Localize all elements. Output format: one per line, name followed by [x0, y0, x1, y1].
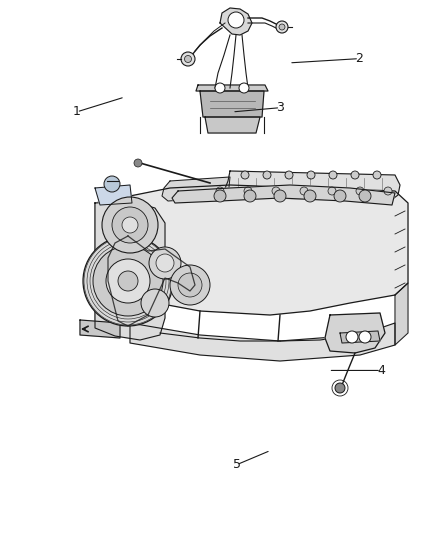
Polygon shape — [95, 201, 165, 340]
Circle shape — [241, 171, 249, 179]
Circle shape — [156, 254, 174, 272]
Circle shape — [178, 273, 202, 297]
Circle shape — [216, 187, 224, 195]
Circle shape — [351, 171, 359, 179]
Circle shape — [102, 197, 158, 253]
Polygon shape — [196, 85, 268, 91]
Polygon shape — [95, 285, 130, 338]
Circle shape — [83, 236, 173, 326]
Circle shape — [276, 21, 288, 33]
Circle shape — [373, 171, 381, 179]
Polygon shape — [162, 177, 230, 201]
Circle shape — [239, 83, 249, 93]
Circle shape — [112, 207, 148, 243]
Circle shape — [359, 190, 371, 202]
Circle shape — [244, 187, 252, 195]
Circle shape — [141, 289, 169, 317]
Circle shape — [335, 383, 345, 393]
Polygon shape — [95, 185, 132, 205]
Circle shape — [184, 55, 191, 62]
Circle shape — [170, 265, 210, 305]
Polygon shape — [205, 117, 260, 133]
Circle shape — [356, 187, 364, 195]
Polygon shape — [80, 320, 120, 338]
Text: 5: 5 — [233, 458, 240, 471]
Text: 2: 2 — [355, 52, 363, 65]
Circle shape — [384, 187, 392, 195]
Circle shape — [274, 190, 286, 202]
Circle shape — [304, 190, 316, 202]
Circle shape — [118, 271, 138, 291]
Polygon shape — [95, 185, 408, 315]
Circle shape — [104, 176, 120, 192]
Circle shape — [346, 331, 358, 343]
Polygon shape — [395, 283, 408, 345]
Circle shape — [334, 190, 346, 202]
Polygon shape — [130, 323, 395, 361]
Circle shape — [134, 159, 142, 167]
Circle shape — [272, 187, 280, 195]
Circle shape — [181, 52, 195, 66]
Circle shape — [106, 259, 150, 303]
Circle shape — [244, 190, 256, 202]
Circle shape — [214, 190, 226, 202]
Text: 1: 1 — [73, 106, 81, 118]
Circle shape — [328, 187, 336, 195]
Circle shape — [359, 331, 371, 343]
Circle shape — [285, 171, 293, 179]
Circle shape — [329, 171, 337, 179]
Circle shape — [149, 247, 181, 279]
Polygon shape — [172, 185, 395, 205]
Circle shape — [279, 24, 285, 30]
Circle shape — [93, 246, 163, 316]
Circle shape — [228, 12, 244, 28]
Polygon shape — [340, 331, 380, 343]
Polygon shape — [220, 8, 252, 35]
Circle shape — [307, 171, 315, 179]
Text: 4: 4 — [377, 364, 385, 377]
Polygon shape — [200, 91, 264, 117]
Circle shape — [263, 171, 271, 179]
Text: 3: 3 — [276, 101, 284, 114]
Circle shape — [122, 217, 138, 233]
Circle shape — [300, 187, 308, 195]
Polygon shape — [325, 313, 385, 353]
Circle shape — [215, 83, 225, 93]
Polygon shape — [224, 171, 400, 201]
